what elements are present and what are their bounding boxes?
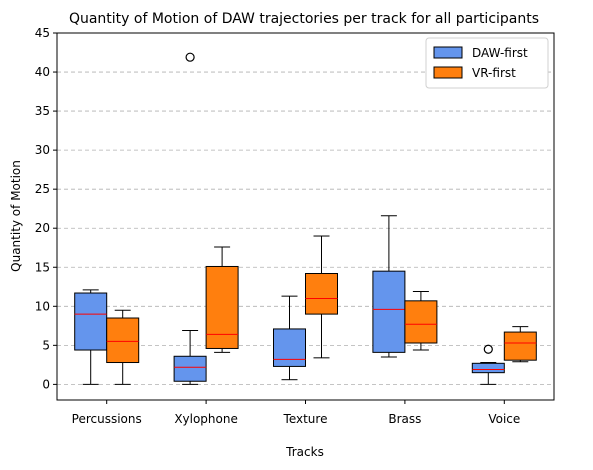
box-daw-first-voice [471,344,505,385]
y-tick-label-5: 25 [35,182,50,196]
y-tick-label-3: 15 [35,260,50,274]
y-tick-label-9: 45 [35,26,50,40]
x-tick-label-0: Percussions [72,412,142,426]
outlier-point-0 [185,52,195,62]
boxes-layer [74,52,537,385]
y-tick-label-7: 35 [35,104,50,118]
legend-label-1: VR-first [472,66,516,80]
x-tick-label-1: Xylophone [174,412,238,426]
outlier-point-0 [483,344,493,354]
legend-label-0: DAW-first [472,46,528,60]
legend: DAW-first VR-first [425,37,549,89]
x-tick-label-4: Voice [488,412,520,426]
box-daw-first-texture [273,295,306,381]
y-tick-label-0: 0 [42,377,50,391]
box-iqr [205,265,239,349]
y-tick-label-2: 10 [35,299,50,313]
box-iqr [74,292,108,351]
y-tick-label-8: 40 [35,65,50,79]
y-axis: 0 5 10 15 20 25 30 35 40 45 [35,26,57,391]
box-vr-first-brass [404,290,438,351]
box-vr-first-xylophone [205,246,239,353]
y-tick-label-6: 30 [35,143,50,157]
chart-title: Quantity of Motion of DAW trajectories p… [69,11,539,27]
box-iqr [173,355,207,382]
legend-swatch-1 [433,66,463,79]
box-vr-first-voice [503,326,537,363]
x-axis: Percussions Xylophone Texture Brass Voice [72,400,520,426]
box-daw-first-xylophone [173,52,207,385]
y-tick-label-1: 5 [42,338,50,352]
box-iqr [106,317,140,364]
box-iqr [372,270,406,353]
box-iqr [471,362,505,374]
x-tick-label-2: Texture [283,412,328,426]
box-iqr [305,273,338,315]
y-tick-label-4: 20 [35,221,50,235]
box-vr-first-percussions [106,309,140,385]
box-daw-first-brass [372,215,406,358]
box-iqr [404,300,438,344]
y-axis-label: Quantity of Motion [9,160,23,272]
box-daw-first-percussions [74,289,108,385]
x-tick-label-3: Brass [388,412,421,426]
box-iqr [503,331,537,361]
legend-swatch-0 [433,46,463,59]
box-iqr [273,328,306,367]
box-vr-first-texture [305,235,338,359]
x-axis-label: Tracks [285,445,324,459]
